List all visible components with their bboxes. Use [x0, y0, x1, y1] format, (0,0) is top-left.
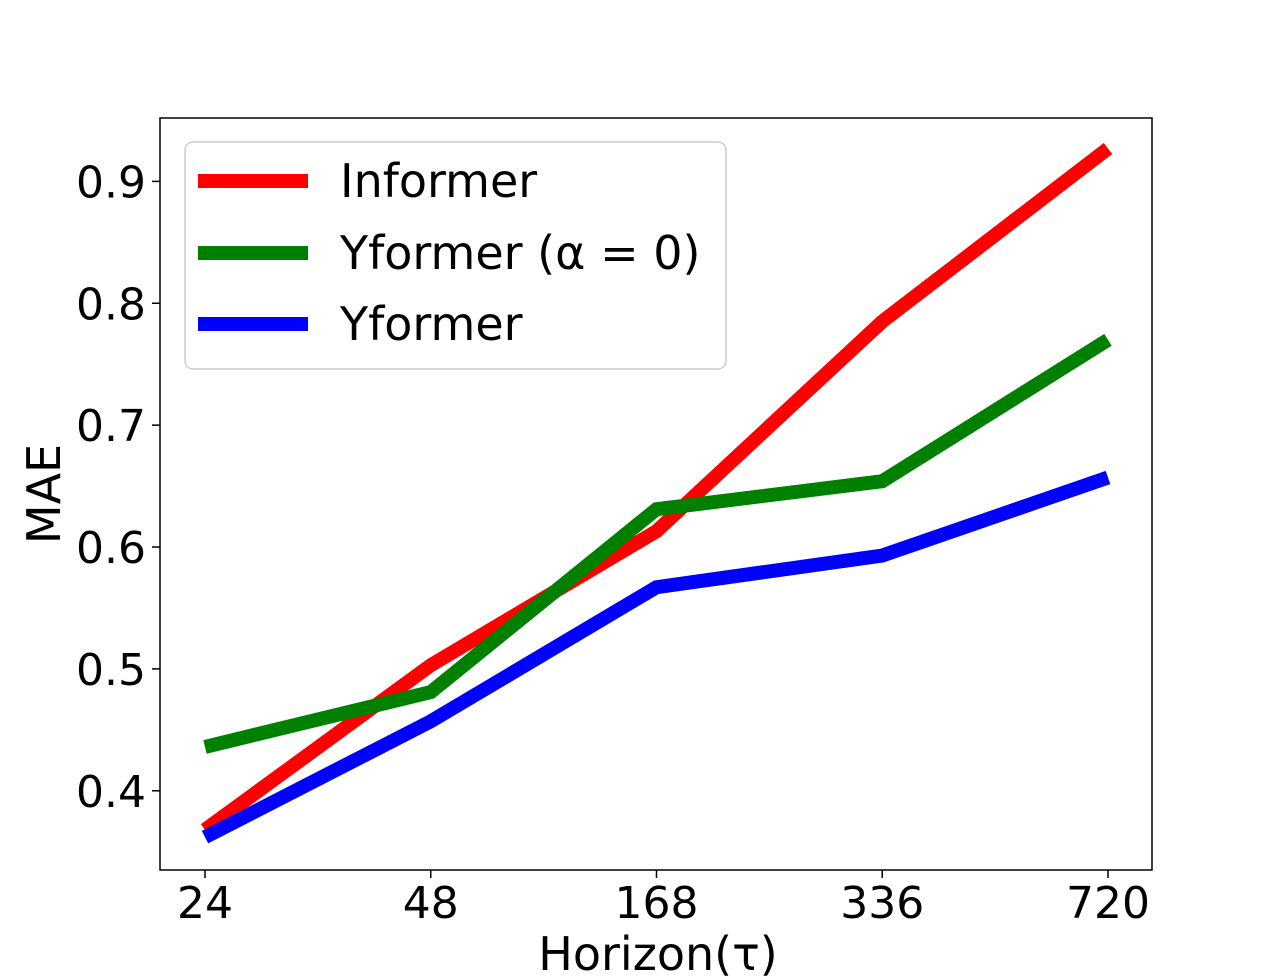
x-tick-label: 720 [1066, 878, 1150, 929]
x-tick-label: 48 [403, 878, 459, 929]
x-tick-label: 168 [615, 878, 699, 929]
x-tick-label: 336 [840, 878, 924, 929]
y-tick-label: 0.7 [76, 401, 146, 452]
series-line-yformer [201, 470, 1111, 844]
legend-entries: Informer Yformer (α = 0) Yformer [198, 154, 700, 351]
x-axis-title: Horizon(τ) [538, 927, 777, 977]
y-axis: 0.4 0.5 0.6 0.7 0.8 0.9 [76, 157, 160, 818]
legend-label: Yformer [339, 297, 523, 351]
y-tick-label: 0.4 [76, 767, 146, 818]
x-tick-label: 24 [177, 878, 233, 929]
series-layer [200, 142, 1113, 844]
y-tick-label: 0.5 [76, 645, 146, 696]
legend: Informer Yformer (α = 0) Yformer [184, 141, 727, 370]
series-line-yformer-0 [203, 333, 1112, 754]
legend-label: Yformer (α = 0) [339, 226, 700, 280]
legend-box [184, 141, 727, 370]
y-tick-label: 0.8 [76, 279, 146, 330]
y-tick-label: 0.6 [76, 523, 146, 574]
series-line-informer [200, 142, 1113, 836]
x-axis: 24 48 168 336 720 [177, 870, 1150, 929]
y-axis-title: MAE [17, 444, 71, 544]
legend-label: Informer [340, 154, 537, 208]
y-tick-label: 0.9 [76, 157, 146, 208]
